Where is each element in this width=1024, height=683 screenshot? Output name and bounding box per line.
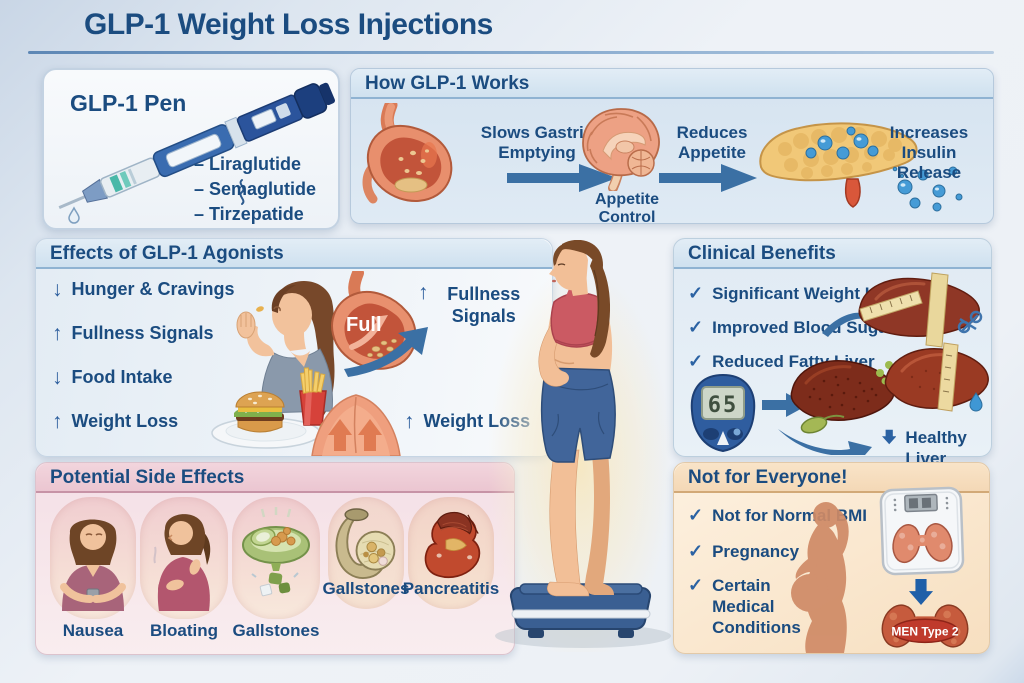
down-arrow-icon	[882, 429, 897, 445]
benefits-card-heading: Clinical Benefits	[674, 239, 991, 269]
side-effect-label: Gallstones	[232, 621, 320, 640]
page-title: GLP-1 Weight Loss Injections	[84, 8, 493, 41]
check-icon: ✓	[688, 351, 704, 371]
nausea-icon	[60, 519, 126, 611]
up-arrow-icon: ↑	[52, 409, 63, 433]
effect-hunger: ↓ Hunger & Cravings	[52, 277, 235, 301]
how-glp1-works-card: How GLP-1 Works Slows Gastric Emptying	[350, 68, 994, 226]
step-increases-insulin: Increases Insulin Release	[889, 123, 969, 182]
right-arrow-icon	[507, 164, 617, 192]
healthy-liver-icon	[876, 342, 989, 412]
drug-item: – Tirzepatide	[194, 204, 304, 224]
effects-card-heading: Effects of GLP-1 Agonists	[36, 239, 552, 269]
gallstones-bowl-tile	[232, 497, 320, 619]
gallbladder-stones-icon	[335, 508, 396, 579]
brain-icon	[582, 108, 660, 191]
men-type2-label: MEN Type 2	[891, 625, 958, 639]
right-arrow-icon	[659, 164, 757, 192]
pen-card-heading: GLP-1 Pen	[70, 90, 187, 116]
woman-on-scale-icon	[488, 240, 672, 652]
nausea-tile	[50, 497, 136, 619]
side-effects-card: Potential Side Effects	[35, 462, 515, 655]
pancreatitis-tile	[408, 497, 494, 609]
woman-refusing-food-icon	[211, 281, 347, 449]
check-icon: ✓	[688, 575, 704, 595]
side-effect-label: Gallstones	[322, 579, 410, 598]
squiggle-icon	[239, 179, 245, 205]
glucose-reading: 65	[708, 393, 739, 418]
down-arrow-icon: ↓	[52, 277, 63, 301]
up-arrow-icon: ↑	[52, 321, 63, 345]
side-effect-label: Pancreatitis	[402, 579, 500, 598]
injection-pen-icon	[58, 82, 336, 224]
warning-medical-conditions: ✓ Certain Medical Conditions	[688, 575, 801, 637]
up-arrow-icon: ↑	[418, 281, 429, 304]
glucose-meter-icon: 65	[690, 373, 756, 453]
check-icon: ✓	[688, 317, 704, 337]
effect-weight-loss: ↑ Weight Loss	[52, 409, 179, 433]
effect-fullness: ↑ Fullness Signals	[52, 321, 214, 345]
side-effect-label: Bloating	[150, 621, 218, 640]
full-label: Full	[346, 314, 382, 336]
notfor-card-heading: Not for Everyone!	[674, 463, 989, 493]
how-card-heading: How GLP-1 Works	[351, 69, 993, 99]
pancreatitis-icon	[424, 511, 481, 579]
step-slows-gastric: Slows Gastric Emptying	[480, 123, 594, 162]
fullness-signal-label: ↑ Fullness Signals	[418, 281, 521, 326]
check-icon: ✓	[688, 505, 704, 525]
stomach-icon	[362, 103, 453, 204]
not-for-everyone-card: Not for Everyone! ✓ Not for Normal BMI ✓…	[673, 462, 990, 654]
caption-appetite-control: Appetite Control	[595, 191, 659, 226]
down-arrow-icon: ↓	[52, 365, 63, 389]
effects-card: Effects of GLP-1 Agonists ↓ Hunger & Cra…	[35, 238, 553, 457]
gallstones-bowl-icon	[242, 507, 310, 597]
title-underline	[28, 51, 994, 54]
bloating-icon	[153, 514, 211, 611]
drug-item: – Semaglutide	[194, 179, 317, 199]
droplet-icon	[68, 206, 80, 224]
side-effect-label: Nausea	[62, 621, 124, 640]
drug-list: – Liraglutide – Semaglutide – Tirzepatid…	[194, 152, 316, 227]
liver-with-tape-icon	[858, 272, 983, 348]
glp1-pen-card: GLP-1 Pen – Liraglutide	[42, 68, 340, 230]
clinical-benefits-card: Clinical Benefits ✓ Significant Weight L…	[673, 238, 992, 468]
pregnant-silhouette-icon	[791, 502, 849, 653]
gallstones-organ-tile	[328, 497, 404, 609]
effect-food-intake: ↓ Food Intake	[52, 365, 173, 389]
slimming-body-icon	[311, 394, 401, 456]
benefit-blood-sugar: ✓ Improved Blood Sugar	[688, 317, 895, 337]
warning-pregnancy: ✓ Pregnancy	[688, 541, 800, 561]
down-arrow-icon	[908, 579, 934, 605]
check-icon: ✓	[688, 283, 704, 303]
clamp-icon	[957, 310, 983, 334]
insulin-droplets-icon	[805, 126, 963, 212]
side-card-heading: Potential Side Effects	[36, 463, 514, 493]
step-reduces-appetite: Reduces Appetite	[676, 123, 748, 162]
curved-up-right-arrow-icon	[778, 429, 872, 455]
men-type2-thyroid-icon: MEN Type 2	[881, 604, 969, 648]
bloating-tile	[140, 497, 228, 619]
benefit-weight-loss: ✓ Significant Weight Loss	[688, 283, 905, 303]
scale-thyroid-icon	[879, 486, 965, 576]
up-arrow-icon: ↑	[404, 409, 415, 433]
check-icon: ✓	[688, 541, 704, 561]
drug-item: – Liraglutide	[194, 154, 302, 174]
pancreas-icon	[759, 122, 963, 212]
fatty-liver-icon	[790, 360, 895, 434]
curved-up-arrow-icon	[344, 327, 428, 377]
